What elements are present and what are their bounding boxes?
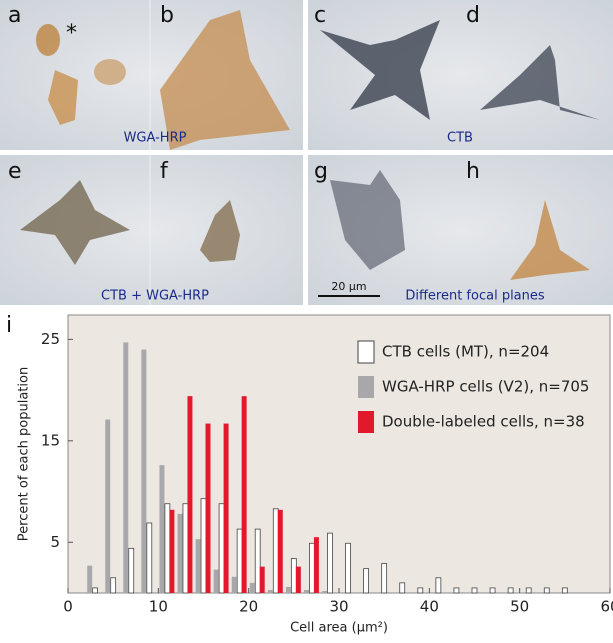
bar <box>169 509 175 593</box>
bar <box>164 503 171 594</box>
bar <box>110 577 117 594</box>
panel-label: e <box>8 159 22 184</box>
bar <box>561 587 568 594</box>
scale-bar-label: 20 µm <box>331 280 366 293</box>
bar <box>272 508 279 594</box>
x-tick-label: 10 <box>149 598 168 616</box>
bar <box>187 396 193 593</box>
bar <box>381 563 388 594</box>
micrograph-e-f <box>0 155 303 305</box>
bar <box>285 586 291 593</box>
bar <box>471 587 478 594</box>
bar <box>105 419 111 593</box>
bar <box>267 589 273 593</box>
bar <box>146 522 153 594</box>
bar <box>141 349 147 593</box>
bar <box>543 587 550 594</box>
bar <box>182 503 189 594</box>
bar <box>195 539 201 593</box>
y-axis-label: Percent of each population <box>17 367 32 541</box>
panel-caption: WGA-HRP <box>124 131 187 146</box>
bar <box>489 587 496 594</box>
bar <box>128 547 135 594</box>
bar <box>417 587 424 594</box>
bar <box>277 509 283 593</box>
bar <box>327 532 333 594</box>
bar <box>213 569 219 593</box>
bar <box>87 565 93 593</box>
legend-label: WGA-HRP cells (V2), n=705 <box>382 378 589 396</box>
bar <box>453 587 460 594</box>
x-tick-label: 30 <box>329 598 348 616</box>
micrograph-a-b <box>0 0 303 150</box>
bar <box>159 465 165 593</box>
bar <box>309 542 315 594</box>
panel-mark: * <box>66 21 77 46</box>
micrograph-c-d <box>308 0 613 150</box>
panel-caption: CTB + WGA-HRP <box>101 289 209 304</box>
panel-label: g <box>314 159 328 184</box>
y-tick-label: 25 <box>41 330 60 348</box>
bar <box>123 342 129 593</box>
bar <box>177 513 183 593</box>
bar <box>313 537 319 593</box>
bar <box>322 590 328 593</box>
legend-swatch <box>358 376 374 398</box>
bar <box>290 558 297 594</box>
bar <box>435 577 442 594</box>
panel-label: b <box>160 3 174 28</box>
panel-label: i <box>6 313 12 338</box>
x-tick-label: 40 <box>420 598 439 616</box>
bar <box>254 528 261 594</box>
panel-label: d <box>466 3 480 28</box>
bar <box>92 587 98 594</box>
panel-label: c <box>314 3 326 28</box>
bar <box>231 576 237 593</box>
x-tick-label: 0 <box>63 598 73 616</box>
panel-label: h <box>466 159 480 184</box>
y-tick-label: 5 <box>50 533 60 551</box>
panel-caption: CTB <box>447 131 473 146</box>
legend-swatch <box>358 411 374 433</box>
legend-label: Double-labeled cells, n=38 <box>382 413 585 431</box>
bar <box>236 528 243 594</box>
bar <box>241 396 247 593</box>
panel-label: f <box>160 159 169 184</box>
bar <box>249 582 255 593</box>
bar <box>218 503 225 594</box>
bar <box>200 498 207 594</box>
bar <box>345 542 351 594</box>
y-tick-label: 15 <box>41 431 60 449</box>
panel-caption: Different focal planes <box>405 289 545 304</box>
x-tick-label: 60 <box>600 598 613 616</box>
bar <box>295 566 301 593</box>
bar <box>507 587 514 594</box>
bar <box>525 587 532 594</box>
x-axis-label: Cell area (µm²) <box>290 621 388 636</box>
bar <box>223 423 229 593</box>
bar <box>303 589 309 593</box>
micrograph-g-h <box>308 155 613 305</box>
panel-label: a <box>8 3 21 28</box>
bar <box>399 582 406 594</box>
legend-swatch <box>357 340 375 364</box>
x-tick-label: 20 <box>239 598 258 616</box>
legend-label: CTB cells (MT), n=204 <box>382 343 549 361</box>
bar <box>363 568 369 594</box>
plot-area <box>67 314 611 594</box>
bar <box>259 566 265 593</box>
bar <box>205 423 211 593</box>
x-tick-label: 50 <box>510 598 529 616</box>
